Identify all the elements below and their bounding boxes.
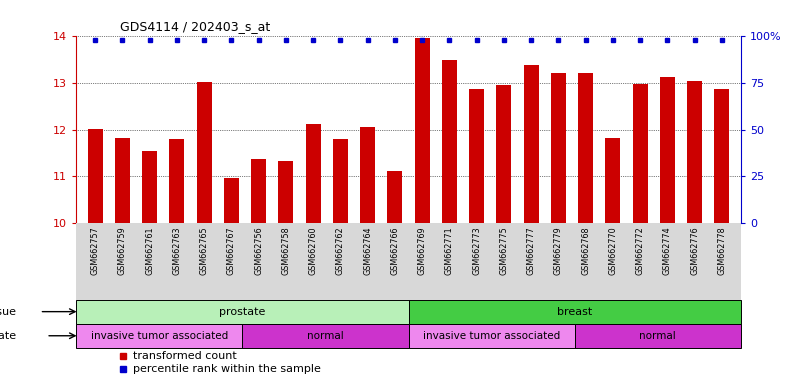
Bar [333, 139, 348, 223]
Text: GSM662769: GSM662769 [417, 227, 427, 275]
Text: GSM662775: GSM662775 [499, 227, 509, 275]
Bar [224, 178, 239, 223]
Text: GSM662761: GSM662761 [145, 227, 154, 275]
Text: GSM662768: GSM662768 [581, 227, 590, 275]
Text: GSM662777: GSM662777 [526, 227, 536, 275]
Bar [388, 170, 402, 223]
Text: GSM662773: GSM662773 [472, 227, 481, 275]
Bar [606, 138, 620, 223]
Text: GSM662767: GSM662767 [227, 227, 236, 275]
Text: GSM662765: GSM662765 [199, 227, 208, 275]
Text: invasive tumor associated: invasive tumor associated [91, 331, 227, 341]
Bar [279, 161, 293, 223]
Bar [242, 324, 409, 348]
Bar [633, 84, 647, 223]
Bar [714, 89, 730, 223]
Bar [551, 73, 566, 223]
Bar [409, 300, 741, 324]
Text: GSM662766: GSM662766 [390, 227, 400, 275]
Text: GSM662779: GSM662779 [553, 227, 563, 275]
Text: GSM662760: GSM662760 [308, 227, 318, 275]
Text: normal: normal [639, 331, 676, 341]
Text: breast: breast [557, 307, 593, 317]
Bar [87, 129, 103, 223]
Bar [442, 60, 457, 223]
Bar [170, 139, 184, 223]
Text: disease state: disease state [0, 331, 16, 341]
Bar [660, 78, 675, 223]
Text: GSM662762: GSM662762 [336, 227, 345, 275]
Text: prostate: prostate [219, 307, 265, 317]
Bar [115, 138, 130, 223]
Bar [687, 81, 702, 223]
Text: GSM662774: GSM662774 [663, 227, 672, 275]
Bar [469, 89, 484, 223]
Bar [252, 159, 266, 223]
Text: normal: normal [307, 331, 344, 341]
Bar [76, 300, 409, 324]
Text: GDS4114 / 202403_s_at: GDS4114 / 202403_s_at [120, 20, 271, 33]
Text: GSM662764: GSM662764 [363, 227, 372, 275]
Bar [524, 65, 538, 223]
Text: GSM662776: GSM662776 [690, 227, 699, 275]
Text: GSM662756: GSM662756 [254, 227, 264, 275]
Text: GSM662757: GSM662757 [91, 227, 99, 275]
Bar [76, 324, 242, 348]
Bar [578, 73, 593, 223]
Text: transformed count: transformed count [133, 351, 236, 361]
Text: percentile rank within the sample: percentile rank within the sample [133, 364, 320, 374]
Bar [415, 38, 429, 223]
Bar [197, 82, 211, 223]
Text: GSM662772: GSM662772 [636, 227, 645, 275]
Text: invasive tumor associated: invasive tumor associated [423, 331, 560, 341]
Bar [306, 124, 320, 223]
Text: GSM662770: GSM662770 [609, 227, 618, 275]
Text: GSM662771: GSM662771 [445, 227, 454, 275]
Bar [142, 151, 157, 223]
Text: GSM662763: GSM662763 [172, 227, 181, 275]
Text: GSM662778: GSM662778 [718, 227, 727, 275]
Bar [575, 324, 741, 348]
Bar [497, 85, 511, 223]
Text: GSM662759: GSM662759 [118, 227, 127, 275]
Text: tissue: tissue [0, 307, 16, 317]
Bar [409, 324, 575, 348]
Text: GSM662758: GSM662758 [281, 227, 291, 275]
Bar [360, 127, 375, 223]
